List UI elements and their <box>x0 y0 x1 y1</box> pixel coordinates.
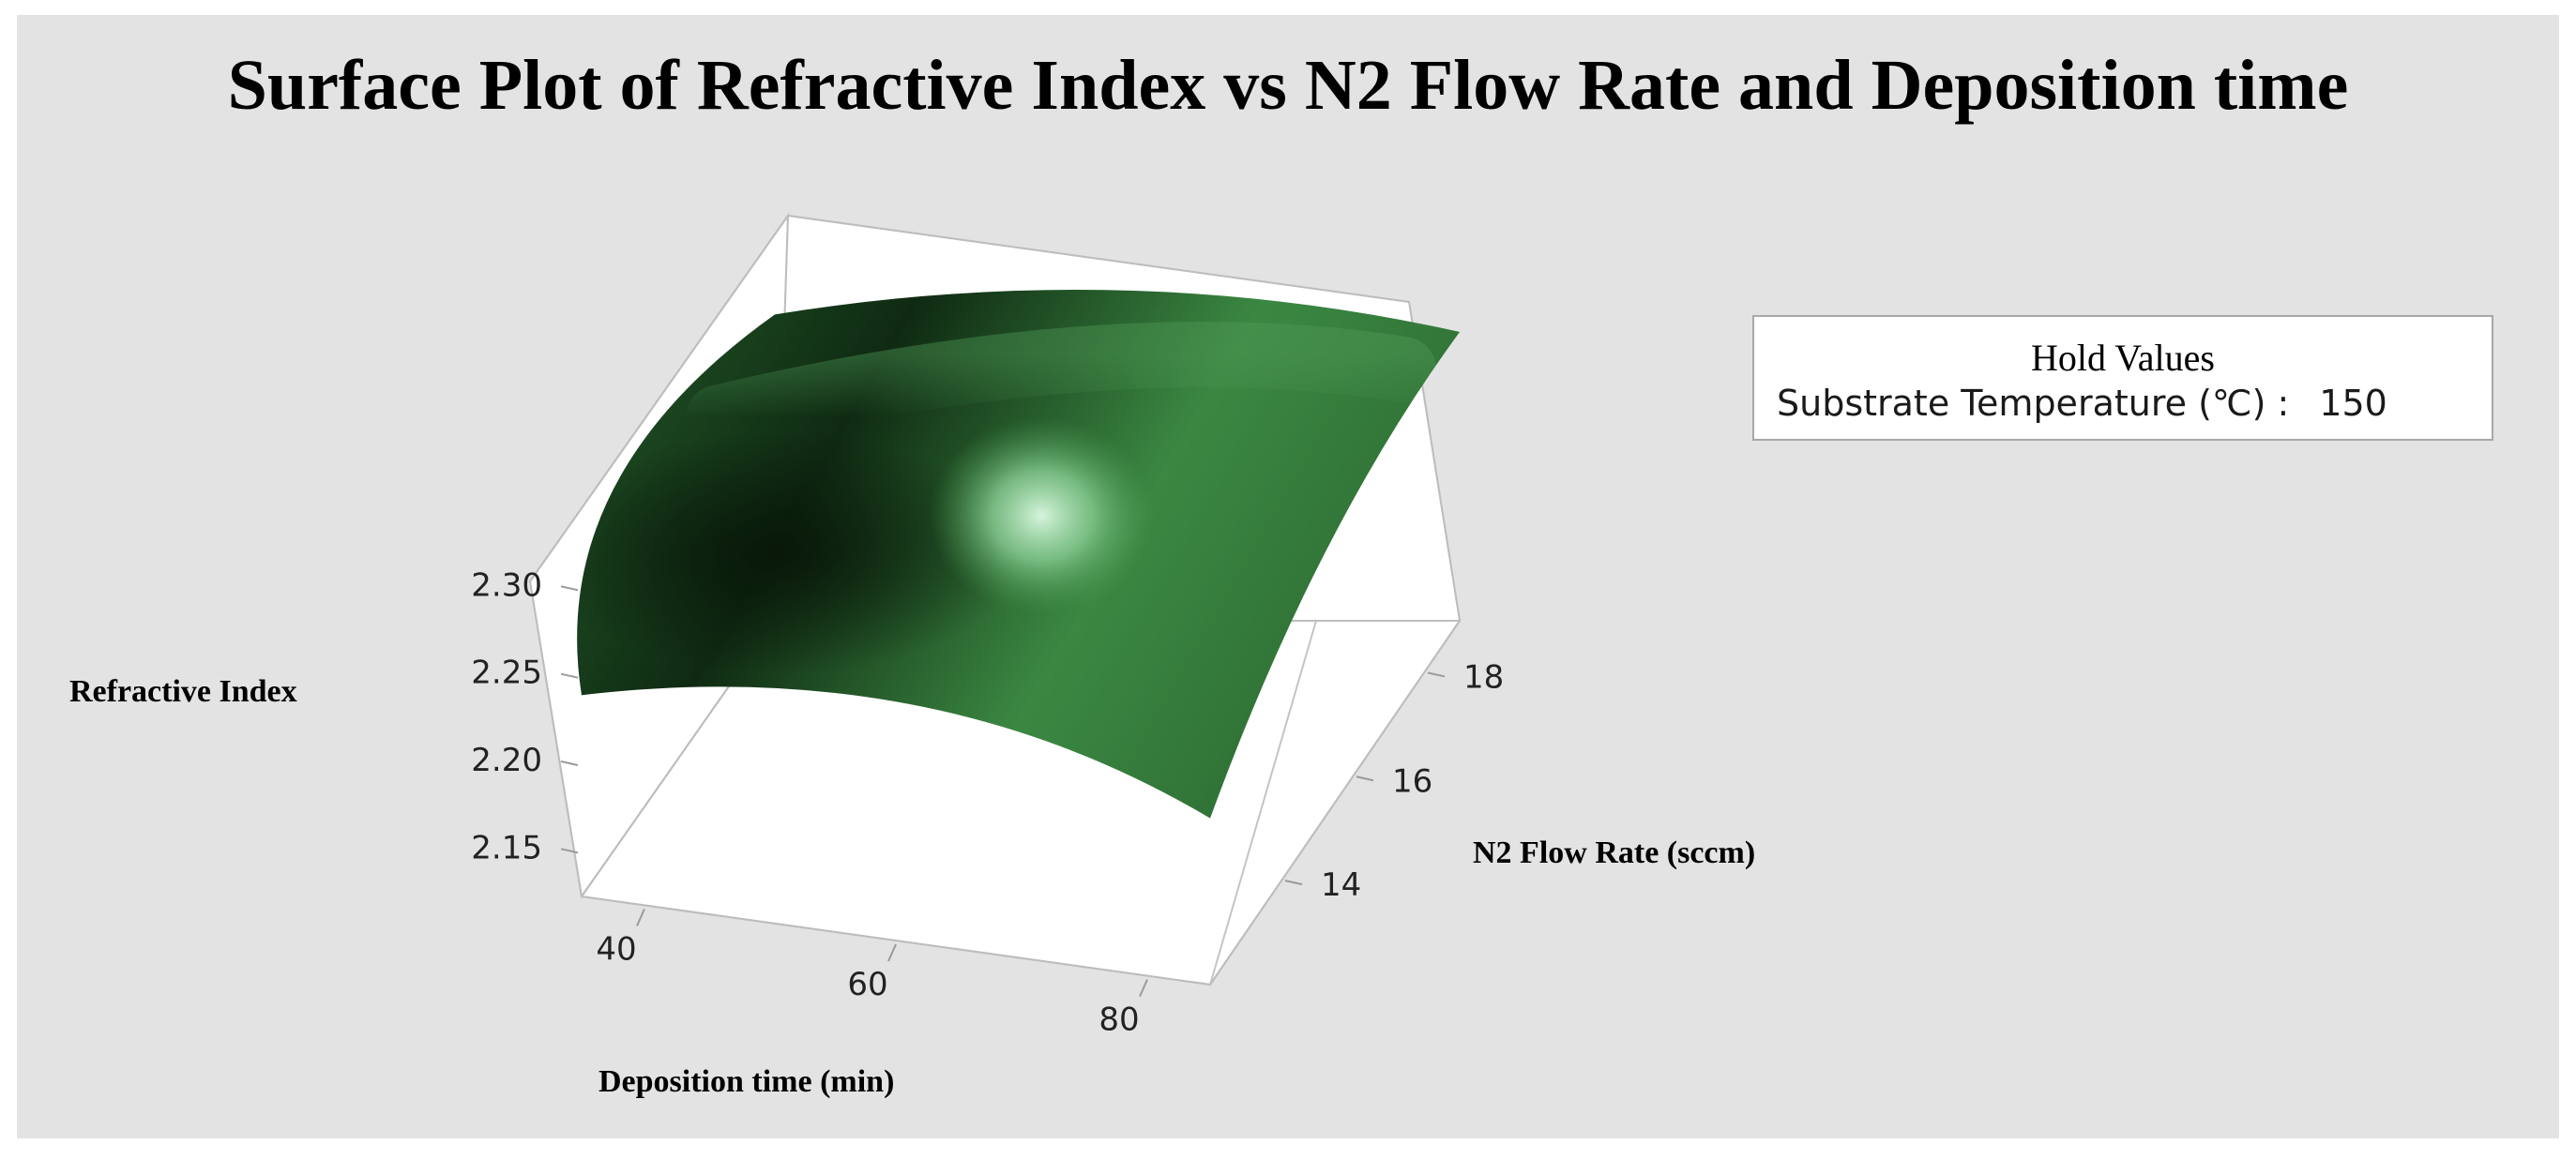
x-axis-ticks: 40 60 80 <box>596 908 1148 1039</box>
surface-specular-highlight <box>929 417 1154 614</box>
hold-values-box: Hold Values Substrate Temperature (℃) : 1… <box>1752 315 2493 441</box>
y-tick-label: 16 <box>1392 762 1432 800</box>
y-tick-label: 14 <box>1321 866 1361 904</box>
y-tick-mark <box>1427 671 1446 678</box>
x-tick-label: 40 <box>596 930 636 968</box>
x-axis-title: Deposition time (min) <box>599 1064 894 1099</box>
surface-ridge <box>686 322 1436 451</box>
y-tick-mark <box>1356 775 1374 782</box>
z-tick-label: 2.20 <box>471 742 542 779</box>
hold-values-label: Substrate Temperature (℃) : <box>1777 383 2290 424</box>
x-tick-mark <box>887 943 897 962</box>
hold-values-value: 150 <box>2319 383 2387 424</box>
z-axis-title: Refractive Index <box>69 674 297 709</box>
z-tick-mark <box>560 760 579 766</box>
surface-shadow <box>577 431 1023 675</box>
y-axis-ticks: 14 16 18 <box>1284 658 1504 904</box>
z-tick-mark <box>560 672 579 679</box>
z-tick-mark <box>560 848 579 854</box>
y-tick-mark <box>1284 880 1303 886</box>
z-tick-label: 2.25 <box>471 655 542 692</box>
response-surface <box>577 290 1460 819</box>
x-tick-label: 80 <box>1099 1001 1139 1039</box>
z-tick-label: 2.15 <box>471 829 542 866</box>
hold-values-row: Substrate Temperature (℃) : 150 <box>1777 383 2387 424</box>
z-tick-mark <box>560 585 579 592</box>
y-tick-label: 18 <box>1463 658 1504 696</box>
hold-values-heading: Hold Values <box>2031 337 2215 379</box>
z-tick-label: 2.30 <box>471 566 542 604</box>
x-tick-mark <box>1139 979 1148 998</box>
chart-title: Surface Plot of Refractive Index vs N2 F… <box>227 46 2349 125</box>
y-axis-title: N2 Flow Rate (sccm) <box>1473 835 1755 870</box>
x-tick-label: 60 <box>847 966 887 1003</box>
z-axis-ticks: 2.15 2.20 2.25 2.30 <box>471 566 579 866</box>
x-tick-mark <box>636 908 645 926</box>
